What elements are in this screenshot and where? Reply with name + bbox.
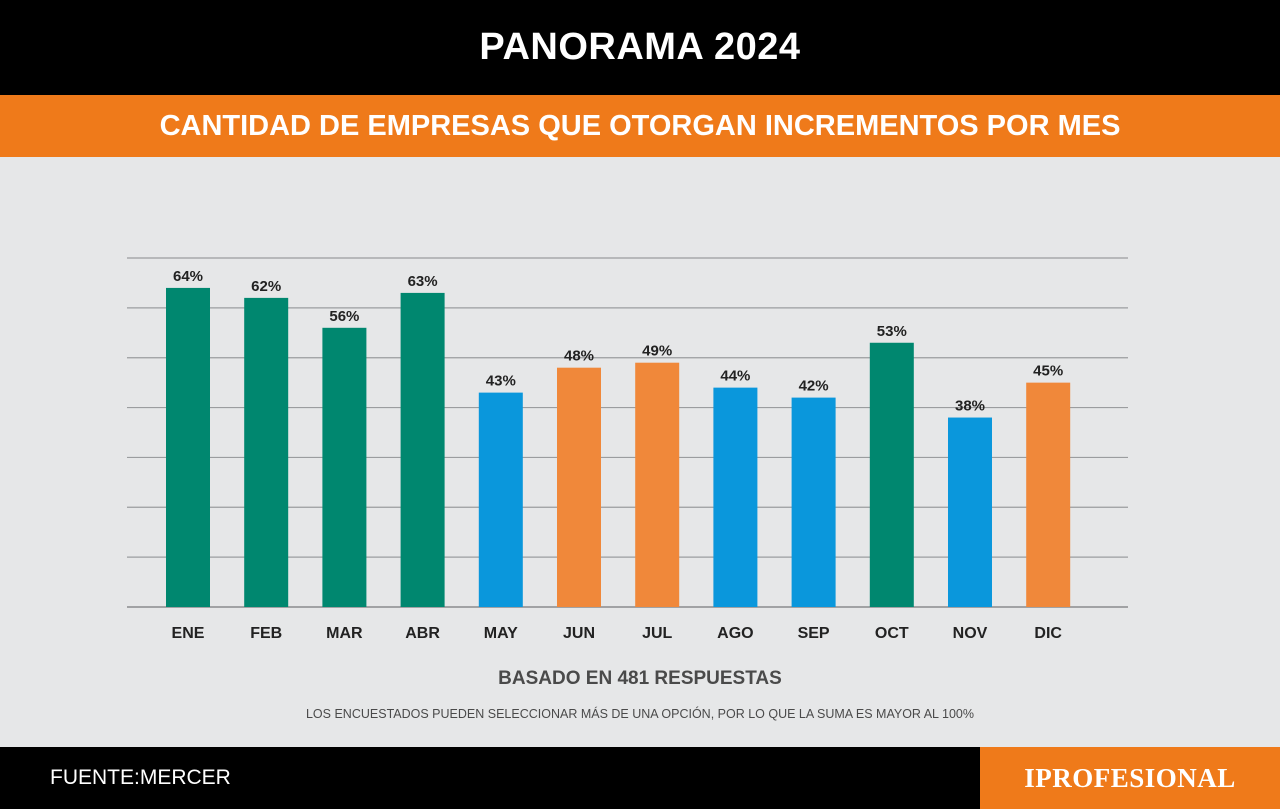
bar-sep (791, 397, 836, 607)
bar-ene (166, 287, 210, 607)
bar-feb (244, 297, 289, 607)
data-label: 64% (173, 268, 203, 285)
data-label: 42% (799, 378, 829, 395)
disclaimer-note: LOS ENCUESTADOS PUEDEN SELECCIONAR MÁS D… (305, 707, 974, 721)
chart-svg: 64% ENE 62% FEB 56% MAR 63% ABR 43% MAY 48% JUN 49% J… (127, 257, 1128, 642)
x-tick-label: NOV (953, 625, 988, 642)
x-tick-label: JUL (642, 625, 672, 642)
source-label: FUENTE:MERCER (50, 766, 231, 789)
footer: FUENTE:MERCER IPROFESIONAL (0, 747, 1280, 809)
bar-nov (948, 417, 992, 607)
bar-may (478, 392, 523, 607)
bar-dic (1026, 382, 1071, 607)
chart-subtitle: CANTIDAD DE EMPRESAS QUE OTORGAN INCREME… (0, 95, 1280, 157)
data-label: 48% (564, 348, 594, 365)
x-tick-label: FEB (250, 625, 282, 642)
brand-logo: IPROFESIONAL (980, 747, 1280, 809)
bar-chart: 64% ENE 62% FEB 56% MAR 63% ABR 43% MAY 48% JUN 49% J… (0, 157, 1280, 747)
x-tick-label: DIC (1034, 625, 1062, 642)
bar-jul (635, 362, 680, 607)
page-title: PANORAMA 2024 (0, 0, 1280, 95)
x-tick-label: ENE (172, 625, 205, 642)
x-tick-label: SEP (798, 625, 830, 642)
data-label: 38% (955, 398, 985, 415)
data-label: 43% (486, 373, 516, 390)
x-tick-label: JUN (563, 625, 595, 642)
data-label: 56% (329, 308, 359, 325)
sample-note: BASADO EN 481 RESPUESTAS (498, 668, 782, 689)
x-tick-label: MAR (326, 625, 363, 642)
data-label: 49% (642, 343, 672, 360)
data-label: 53% (877, 323, 907, 340)
bar-jun (557, 367, 601, 607)
bar-abr (400, 292, 445, 607)
x-tick-label: OCT (875, 625, 909, 642)
data-label: 44% (720, 368, 750, 385)
data-label: 63% (408, 273, 438, 290)
x-tick-label: ABR (405, 625, 440, 642)
bar-ago (713, 387, 758, 607)
data-label: 62% (251, 278, 281, 295)
bar-mar (322, 327, 367, 607)
x-tick-label: MAY (484, 625, 518, 642)
bar-oct (869, 342, 914, 607)
x-tick-label: AGO (717, 625, 753, 642)
data-label: 45% (1033, 363, 1063, 380)
